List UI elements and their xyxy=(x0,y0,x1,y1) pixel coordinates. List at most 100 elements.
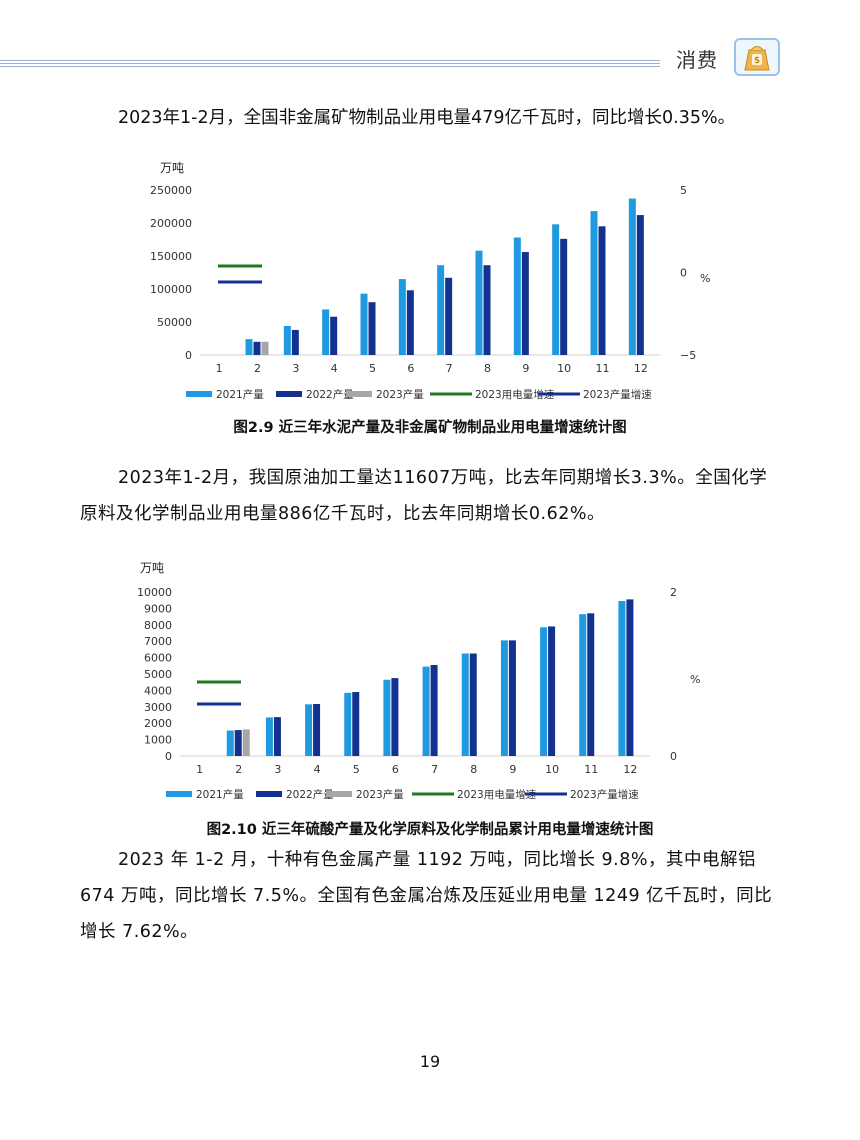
x-tick-label: 12 xyxy=(623,763,637,776)
bar-2023产量-2 xyxy=(242,729,250,756)
x-tick-label: 9 xyxy=(509,763,516,776)
y2-tick-label: 0 xyxy=(670,750,677,763)
legend-label: 2023产量增速 xyxy=(570,788,639,801)
bar-2021产量-4 xyxy=(305,704,313,756)
y-tick-label: 150000 xyxy=(150,250,192,263)
legend-label: 2022产量 xyxy=(286,788,334,801)
legend-label: 2023用电量增速 xyxy=(475,388,555,401)
bar-2021产量-9 xyxy=(500,640,508,756)
y2-tick-label: −5 xyxy=(680,349,696,362)
y2-axis-label: % xyxy=(690,673,700,686)
y-tick-label: 4000 xyxy=(144,684,172,697)
bar-2021产量-8 xyxy=(475,250,483,355)
legend-label: 2021产量 xyxy=(216,388,264,401)
paragraph-2: 2023年1-2月，我国原油加工量达11607万吨，比去年同期增长3.3%。全国… xyxy=(80,468,768,524)
y-tick-label: 9000 xyxy=(144,602,172,615)
legend-label: 2022产量 xyxy=(306,388,354,401)
bar-2022产量-9 xyxy=(508,640,516,756)
money-bag-icon: $ xyxy=(734,38,780,76)
bar-2022产量-6 xyxy=(391,678,399,756)
x-tick-label: 1 xyxy=(216,362,223,375)
bar-2022产量-10 xyxy=(560,238,568,355)
y-tick-label: 5000 xyxy=(144,668,172,681)
paragraph-3: 2023 年 1-2 月，十种有色金属产量 1192 万吨，同比增长 9.8%，… xyxy=(80,850,773,942)
figure-caption-2-9: 图2.9 近三年水泥产量及非金属矿物制品业用电量增速统计图 xyxy=(233,420,627,436)
x-tick-label: 8 xyxy=(470,763,477,776)
x-tick-label: 1 xyxy=(196,763,203,776)
x-tick-label: 2 xyxy=(235,763,242,776)
x-tick-label: 6 xyxy=(392,763,399,776)
bar-2021产量-12 xyxy=(618,601,626,756)
x-tick-label: 2 xyxy=(254,362,261,375)
y-tick-label: 7000 xyxy=(144,635,172,648)
bar-2022产量-9 xyxy=(521,252,529,355)
bar-2021产量-9 xyxy=(513,237,521,355)
svg-text:$: $ xyxy=(754,56,760,66)
y-axis-label: 万吨 xyxy=(160,161,184,175)
y-axis-label: 万吨 xyxy=(140,561,164,575)
bar-2023产量-2 xyxy=(261,341,269,355)
legend-label: 2023产量 xyxy=(376,388,424,401)
x-tick-label: 5 xyxy=(369,362,376,375)
y-tick-label: 8000 xyxy=(144,619,172,632)
x-tick-label: 9 xyxy=(522,362,529,375)
y-tick-label: 10000 xyxy=(137,586,172,599)
bar-2021产量-10 xyxy=(552,224,560,355)
bar-2021产量-7 xyxy=(422,666,430,756)
bar-2021产量-5 xyxy=(360,293,368,355)
paragraph-1: 2023年1-2月，全国非金属矿物制品业用电量479亿千瓦时，同比增长0.35%… xyxy=(118,108,736,128)
y2-axis-label: % xyxy=(700,272,710,285)
legend-swatch xyxy=(346,391,372,397)
bar-2021产量-8 xyxy=(461,653,469,756)
bar-2022产量-4 xyxy=(330,316,338,355)
bar-2022产量-3 xyxy=(273,717,281,756)
x-tick-label: 12 xyxy=(634,362,648,375)
legend-label: 2021产量 xyxy=(196,788,244,801)
y-tick-label: 2000 xyxy=(144,717,172,730)
legend-swatch xyxy=(186,391,212,397)
bar-2021产量-6 xyxy=(398,279,406,355)
bar-2022产量-8 xyxy=(483,265,491,355)
y-tick-label: 1000 xyxy=(144,734,172,747)
bar-2022产量-5 xyxy=(368,302,376,355)
section-title: 消费 xyxy=(676,48,718,72)
bar-2022产量-7 xyxy=(445,277,453,355)
y-tick-label: 0 xyxy=(165,750,172,763)
bar-2021产量-11 xyxy=(579,614,587,756)
legend-label: 2023产量增速 xyxy=(583,388,652,401)
bar-2022产量-8 xyxy=(469,653,477,756)
bar-2021产量-11 xyxy=(590,211,598,355)
bar-2022产量-4 xyxy=(313,704,321,756)
x-tick-label: 10 xyxy=(545,763,559,776)
bar-2022产量-5 xyxy=(352,692,360,756)
bar-2022产量-6 xyxy=(406,290,414,355)
bar-2021产量-6 xyxy=(383,679,391,756)
legend-label: 2023产量 xyxy=(356,788,404,801)
chart-sulfuric-acid: 万吨 0 1000 2000 3000 4000 5000 6000 7000 8000 9000 1… xyxy=(137,561,700,801)
x-tick-label: 5 xyxy=(353,763,360,776)
bar-2022产量-11 xyxy=(598,226,606,355)
legend-swatch xyxy=(326,791,352,797)
x-tick-label: 11 xyxy=(584,763,598,776)
bar-2021产量-5 xyxy=(344,692,352,756)
x-tick-label: 8 xyxy=(484,362,491,375)
header-rule xyxy=(0,60,660,68)
x-tick-label: 11 xyxy=(596,362,610,375)
legend-label: 2023用电量增速 xyxy=(457,788,537,801)
bar-2022产量-11 xyxy=(587,613,595,756)
x-tick-label: 3 xyxy=(274,763,281,776)
bar-2022产量-3 xyxy=(291,329,299,355)
legend-swatch xyxy=(276,391,302,397)
y-tick-label: 6000 xyxy=(144,652,172,665)
bar-2021产量-2 xyxy=(226,730,234,756)
bar-2022产量-10 xyxy=(548,626,556,756)
bar-2021产量-3 xyxy=(283,325,291,355)
bar-2022产量-2 xyxy=(234,730,242,756)
bar-2022产量-2 xyxy=(253,341,261,355)
bar-2021产量-12 xyxy=(628,198,636,355)
x-tick-label: 7 xyxy=(446,362,453,375)
bar-2021产量-7 xyxy=(437,265,445,355)
x-tick-label: 4 xyxy=(331,362,338,375)
y2-tick-label: 5 xyxy=(680,184,687,197)
